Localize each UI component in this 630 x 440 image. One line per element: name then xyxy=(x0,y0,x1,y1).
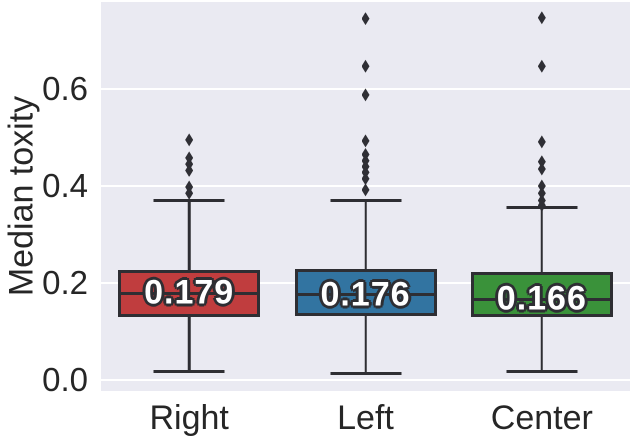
median-label-left: 0.176 xyxy=(320,275,411,314)
whisker-upper-right xyxy=(187,200,191,270)
outlier-point-center xyxy=(537,162,546,176)
plot-area: 0.179 0.176 0.166 xyxy=(101,2,630,391)
xtick-label-center: Center xyxy=(490,399,593,437)
median-line-left xyxy=(297,293,434,297)
box-left xyxy=(294,268,437,316)
whisker-cap-lower-center xyxy=(506,370,578,374)
whisker-cap-lower-right xyxy=(153,370,225,374)
outlier-point-center xyxy=(537,59,546,73)
whisker-lower-left xyxy=(364,315,367,374)
xtick-label-left: Left xyxy=(337,399,394,437)
outlier-point-center xyxy=(537,186,546,200)
median-line-right xyxy=(121,291,258,295)
outlier-point-left xyxy=(361,59,370,73)
outlier-point-right xyxy=(185,163,194,177)
outlier-point-left xyxy=(361,172,370,186)
whisker-cap-upper-left xyxy=(330,198,401,202)
median-line-center xyxy=(473,297,610,301)
outlier-point-center xyxy=(537,11,546,25)
ytick-label: 0.4 xyxy=(42,167,88,204)
whisker-cap-lower-left xyxy=(330,372,401,376)
outlier-point-left xyxy=(361,134,370,148)
outlier-point-right xyxy=(185,133,194,147)
whisker-lower-right xyxy=(187,316,191,372)
box-center xyxy=(470,271,613,317)
outlier-point-center xyxy=(537,198,546,212)
whisker-lower-center xyxy=(540,316,544,372)
gridline xyxy=(101,378,630,381)
whisker-upper-left xyxy=(364,200,367,269)
ytick-label: 0.2 xyxy=(42,263,88,301)
xtick-label-right: Right xyxy=(149,399,229,437)
median-label-center: 0.166 xyxy=(496,279,587,318)
outlier-point-right xyxy=(185,186,194,200)
outlier-point-left xyxy=(361,183,370,197)
outlier-point-center xyxy=(537,179,546,193)
ytick-label: 0.0 xyxy=(42,360,88,398)
whisker-cap-upper-right xyxy=(153,198,225,202)
whisker-upper-center xyxy=(540,207,544,272)
outlier-point-center xyxy=(537,155,546,169)
outlier-point-center xyxy=(537,135,546,149)
ytick-label: 0.6 xyxy=(42,70,88,107)
median-label-right: 0.179 xyxy=(144,273,235,312)
outlier-point-left xyxy=(361,12,370,26)
outlier-point-left xyxy=(361,88,370,102)
